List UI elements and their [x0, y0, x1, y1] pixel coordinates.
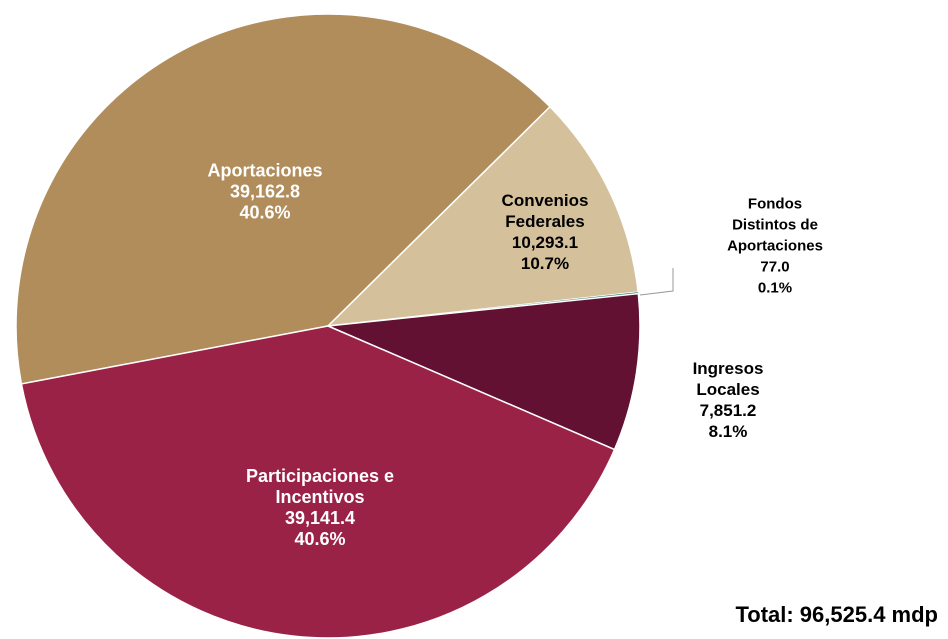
slice-percent: 0.1%	[757, 279, 793, 297]
slice-label: Aportaciones 39,162.8 40.6%	[165, 161, 365, 224]
leader-line	[639, 268, 674, 296]
pie-slice	[325, 292, 641, 451]
pie-slice	[325, 105, 639, 327]
slice-label: Fondos Distintos de Aportaciones 77.0 0.1%	[716, 194, 834, 299]
slice-percent: 8.1%	[708, 422, 748, 441]
pie-slice	[20, 325, 616, 639]
slice-value: 10,293.1	[511, 233, 579, 252]
slice-percent: 40.6%	[294, 529, 346, 549]
slice-name: Aportaciones	[207, 160, 323, 181]
slice-name: Fondos Distintos de Aportaciones	[727, 195, 823, 255]
slice-name: Participaciones e Incentivos	[245, 466, 395, 507]
slice-name: Ingresos Locales	[692, 359, 764, 399]
pie-slice	[15, 13, 552, 385]
slice-name: Convenios Federales	[501, 191, 589, 231]
slice-value: 7,851.2	[699, 401, 757, 420]
slice-value: 39,162.8	[229, 181, 301, 202]
slice-percent: 10.7%	[520, 254, 570, 273]
slice-value: 77.0	[760, 258, 790, 276]
slice-label: Ingresos Locales 7,851.2 8.1%	[673, 358, 783, 442]
slice-percent: 40.6%	[239, 202, 291, 223]
slice-label: Convenios Federales 10,293.1 10.7%	[490, 190, 600, 274]
slice-label: Participaciones e Incentivos 39,141.4 40.6…	[210, 466, 430, 550]
total-annotation: Total: 96,525.4 mdp	[735, 602, 938, 627]
slice-value: 39,141.4	[284, 508, 356, 528]
